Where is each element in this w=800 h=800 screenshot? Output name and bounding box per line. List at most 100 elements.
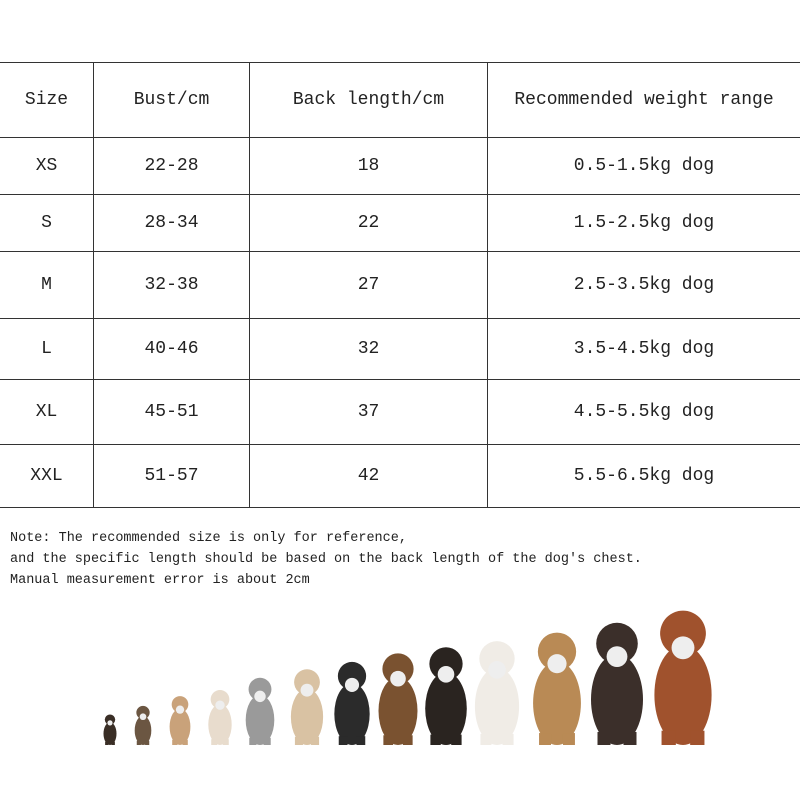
dog-shape xyxy=(451,734,462,745)
dog-shape xyxy=(537,632,577,671)
dog-shape xyxy=(107,720,113,726)
dog-shape xyxy=(437,665,455,683)
table-row: M 32-38 27 2.5-3.5kg dog xyxy=(0,251,800,319)
dog-shape xyxy=(249,737,257,745)
dog-shape xyxy=(254,690,266,703)
table-cell: 5.5-6.5kg dog xyxy=(487,444,800,508)
note-line: and the specific length should be based … xyxy=(10,552,642,567)
dog-shape xyxy=(136,705,150,720)
dog-shape xyxy=(208,704,232,745)
dog-shape xyxy=(591,654,643,745)
table-cell: 4.5-5.5kg dog xyxy=(487,379,800,445)
dog-shape xyxy=(660,610,706,657)
header-cell: Bust/cm xyxy=(93,62,250,138)
table-cell: 22 xyxy=(249,194,488,252)
table-cell: M xyxy=(0,251,94,319)
table-cell: 27 xyxy=(249,251,488,319)
table-row: XS 22-28 18 0.5-1.5kg dog xyxy=(0,137,800,195)
dog-shape xyxy=(429,647,463,681)
dog-shape xyxy=(211,739,218,745)
dog-shape xyxy=(337,661,367,691)
dog-shape xyxy=(294,736,303,745)
note-line: Manual measurement error is about 2cm xyxy=(10,573,310,588)
dog-shape xyxy=(502,733,514,745)
dog-shape xyxy=(104,714,116,725)
table-row: S 28-34 22 1.5-2.5kg dog xyxy=(0,194,800,252)
table-cell: 45-51 xyxy=(93,379,250,445)
dog-shape xyxy=(654,644,712,745)
dog-shape xyxy=(474,667,520,745)
dog-shape xyxy=(378,676,418,745)
dog-shape xyxy=(547,654,567,674)
dog-shape xyxy=(671,636,695,660)
size-table: Size Bust/cm Back length/cm Recommended wei… xyxy=(0,62,800,508)
dog-shape xyxy=(300,683,314,697)
dog-shape xyxy=(334,683,370,745)
table-cell: 42 xyxy=(249,444,488,508)
dog-shape xyxy=(182,739,188,745)
dog-shape xyxy=(539,733,552,745)
header-cell: Size xyxy=(0,62,94,138)
dog-shape xyxy=(136,740,141,745)
table-cell: 2.5-3.5kg dog xyxy=(487,251,800,319)
table-cell: 0.5-1.5kg dog xyxy=(487,137,800,195)
table-cell: 32-38 xyxy=(93,251,250,319)
dog-shape xyxy=(344,677,360,692)
dog-shape xyxy=(311,736,320,745)
dog-shape xyxy=(134,715,152,745)
note-line: Note: The recommended size is only for r… xyxy=(10,531,407,546)
dog-shape xyxy=(562,733,575,745)
table-cell: 37 xyxy=(249,379,488,445)
dog-shape xyxy=(294,669,320,696)
dog-shape xyxy=(215,700,225,710)
dog-shape xyxy=(479,641,515,677)
dog-shape xyxy=(383,735,394,745)
dog-shape xyxy=(263,737,271,745)
table-cell: 22-28 xyxy=(93,137,250,195)
table-cell: L xyxy=(0,318,94,380)
dog-shape xyxy=(175,705,185,714)
table-cell: XXL xyxy=(0,444,94,508)
table-cell: 40-46 xyxy=(93,318,250,380)
dog-shape xyxy=(606,646,628,667)
dog-shape xyxy=(382,653,414,685)
table-cell: XS xyxy=(0,137,94,195)
table-cell: 18 xyxy=(249,137,488,195)
dog-shape xyxy=(145,740,150,745)
dog-shape xyxy=(105,741,109,745)
dog-shape xyxy=(402,735,413,745)
dog-shape xyxy=(338,736,348,745)
table-row: XXL 51-57 42 5.5-6.5kg dog xyxy=(0,444,800,508)
table-cell: S xyxy=(0,194,94,252)
dog-shape xyxy=(425,672,467,745)
dog-shape xyxy=(480,733,492,745)
dog-shape xyxy=(222,739,229,745)
table-cell: 28-34 xyxy=(93,194,250,252)
dog-shape xyxy=(111,741,115,745)
table-cell: 1.5-2.5kg dog xyxy=(487,194,800,252)
dog-shape xyxy=(623,732,637,745)
table-cell: 51-57 xyxy=(93,444,250,508)
table-cell: XL xyxy=(0,379,94,445)
dog-shape xyxy=(169,708,191,745)
table-row: L 40-46 32 3.5-4.5kg dog xyxy=(0,318,800,380)
dog-shape xyxy=(661,730,676,745)
dog-shape xyxy=(533,661,581,745)
dog-shape xyxy=(690,730,705,745)
dog-shape xyxy=(103,722,117,745)
dog-shape xyxy=(210,690,230,709)
dog-shape xyxy=(172,739,178,745)
note: Note: The recommended size is only for r… xyxy=(10,528,642,591)
dog-shape xyxy=(430,734,441,745)
dog-shape xyxy=(248,677,272,701)
dog-shape xyxy=(488,661,506,679)
header-row: Size Bust/cm Back length/cm Recommended wei… xyxy=(0,62,800,138)
dog-shape xyxy=(596,622,638,665)
dog-shape xyxy=(356,736,366,745)
dog-shape xyxy=(171,696,189,713)
dog-shape xyxy=(139,713,147,721)
table-row: XL 45-51 37 4.5-5.5kg dog xyxy=(0,379,800,445)
dog-shape xyxy=(245,694,275,745)
table-cell: 3.5-4.5kg dog xyxy=(487,318,800,380)
